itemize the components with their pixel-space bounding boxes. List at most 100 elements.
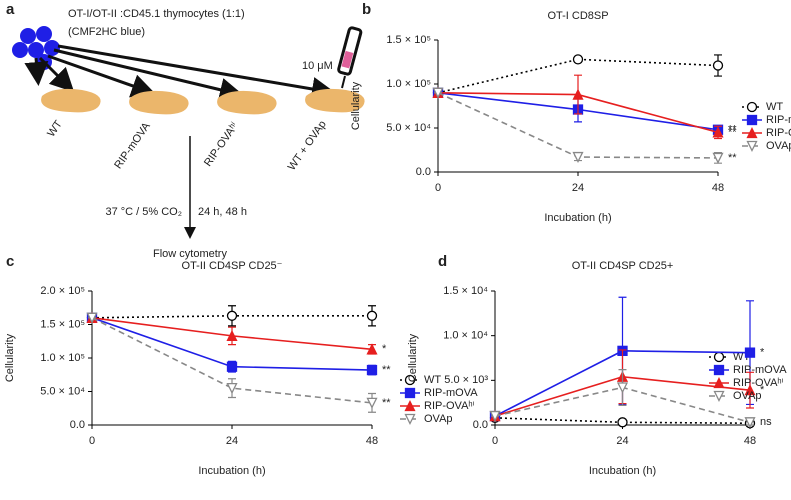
significance: * [760, 384, 765, 396]
significance: ** [728, 152, 737, 164]
diagram-text: 37 °C / 5% CO₂ [105, 206, 182, 218]
x-tick-label: 48 [712, 182, 724, 194]
legend-label: RIP-mOVA [424, 387, 478, 399]
data-point [226, 329, 238, 342]
legend-marker [746, 114, 758, 126]
diagram-text: Flow cytometry [153, 248, 227, 260]
data-point [489, 410, 501, 423]
group-label: RIP-mOVA [112, 120, 153, 171]
data-point [226, 383, 238, 395]
series-line [91, 317, 373, 404]
significance: * [382, 343, 387, 355]
legend-label: RIP-OVAʰⁱ [766, 127, 791, 139]
data-point [86, 312, 98, 324]
legend-label: RIP-mOVA [766, 114, 791, 126]
data-point [712, 152, 724, 164]
y-tick-label: 0.0 [416, 166, 431, 178]
x-tick-label: 0 [435, 182, 441, 194]
chart-title: OT-II CD4SP CD25⁻ [182, 260, 283, 272]
group-label: WT [45, 118, 65, 139]
y-tick-label: 5.0 × 10³ [444, 374, 488, 386]
arrows [24, 44, 336, 239]
x-axis-label: Incubation (h) [544, 212, 611, 224]
significance: * [760, 347, 765, 359]
y-tick-label: 1.0 × 10⁵ [386, 78, 431, 90]
y-tick-label: 5.0 × 10⁴ [40, 385, 85, 397]
data-point [366, 397, 378, 409]
x-tick-label: 48 [366, 435, 378, 447]
x-tick-label: 24 [226, 435, 238, 447]
significance: ** [728, 124, 737, 136]
y-tick-label: 1.0 × 10⁴ [443, 330, 488, 342]
x-tick-label: 24 [616, 435, 628, 447]
data-point [712, 60, 724, 71]
organs [41, 88, 365, 115]
significance: ** [382, 397, 391, 409]
legend-marker [713, 390, 725, 402]
panel-label: d [438, 253, 447, 270]
x-tick-label: 48 [744, 435, 756, 447]
legend-label: OVAp [424, 413, 453, 425]
data-point [617, 417, 628, 428]
data-point [226, 361, 238, 372]
x-axis-label: Incubation (h) [589, 465, 656, 477]
legend-label: RIP-OVAʰⁱ [733, 377, 784, 389]
x-tick-label: 0 [89, 435, 95, 447]
group-label: RIP-OVAʰⁱ [202, 120, 241, 168]
y-tick-label: 0.0 [70, 419, 85, 431]
significance: ** [382, 364, 391, 376]
diagram-text: 10 μM [302, 60, 333, 72]
panel-label: a [6, 1, 15, 18]
y-tick-label: 2.0 × 10⁵ [40, 285, 85, 297]
legend-marker [404, 374, 416, 386]
data-point [616, 382, 629, 394]
data-point [366, 310, 378, 321]
chart-title: OT-II CD4SP CD25+ [572, 260, 674, 272]
data-point [744, 347, 756, 358]
data-point [366, 343, 378, 355]
y-axis-label: Cellularity [350, 81, 362, 130]
diagram: a OT-I/OT-II :CD45.1 thymocytes (1:1) (C… [6, 1, 365, 260]
legend-marker [746, 127, 758, 139]
data-point [744, 417, 756, 429]
y-axis-label: Cellularity [407, 333, 419, 382]
diagram-text: 24 h, 48 h [198, 206, 247, 218]
x-tick-label: 0 [492, 435, 498, 447]
data-point [226, 310, 238, 321]
data-point [744, 384, 756, 396]
data-point [572, 54, 584, 65]
legend-label: WT [424, 374, 441, 386]
y-tick-label: 1.5 × 10⁵ [40, 318, 85, 330]
legend-label: OVAp [733, 390, 762, 402]
legend-label: RIP-mOVA [733, 364, 787, 376]
data-point [572, 88, 584, 100]
x-tick-label: 24 [572, 182, 584, 194]
y-tick-label: 5.0 × 10⁴ [386, 122, 431, 134]
legend-marker [404, 387, 416, 399]
legend-marker [404, 400, 416, 412]
y-tick-label: 0.0 [473, 419, 488, 431]
y-tick-label: 1.0 × 10⁵ [40, 352, 85, 364]
y-axis-label: Cellularity [4, 333, 16, 382]
legend-marker [713, 377, 725, 389]
legend-label: OVAp [766, 140, 791, 152]
data-point [712, 126, 724, 138]
panel-label: c [6, 253, 14, 270]
data-point [572, 151, 584, 163]
diagram-text: OT-I/OT-II :CD45.1 thymocytes (1:1) [68, 8, 245, 20]
y-tick-label: 1.5 × 10⁴ [443, 285, 488, 297]
legend-label: WT [766, 101, 783, 113]
legend-marker [404, 413, 416, 425]
legend-marker [746, 140, 758, 152]
legend-marker [746, 101, 758, 113]
significance: ** [728, 126, 737, 138]
panel-label: b [362, 1, 371, 18]
significance: ns [760, 416, 772, 428]
legend-marker [713, 351, 725, 363]
group-label: WT + OVAp [286, 119, 329, 173]
chart-title: OT-I CD8SP [547, 10, 608, 22]
legend-label: RIP-OVAʰⁱ [424, 400, 475, 412]
data-point [432, 87, 444, 99]
legend-marker [713, 364, 725, 376]
